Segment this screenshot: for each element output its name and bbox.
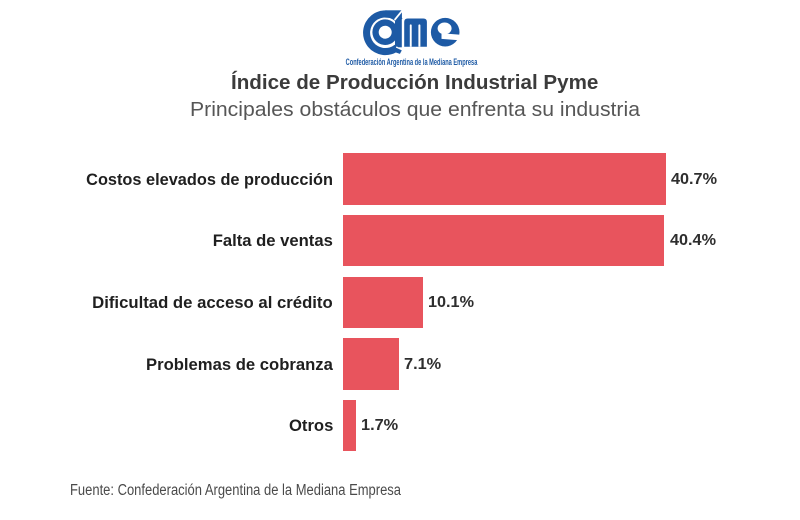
svg-text:Confederación Argentina de la: Confederación Argentina de la Mediana Em… bbox=[346, 57, 478, 67]
